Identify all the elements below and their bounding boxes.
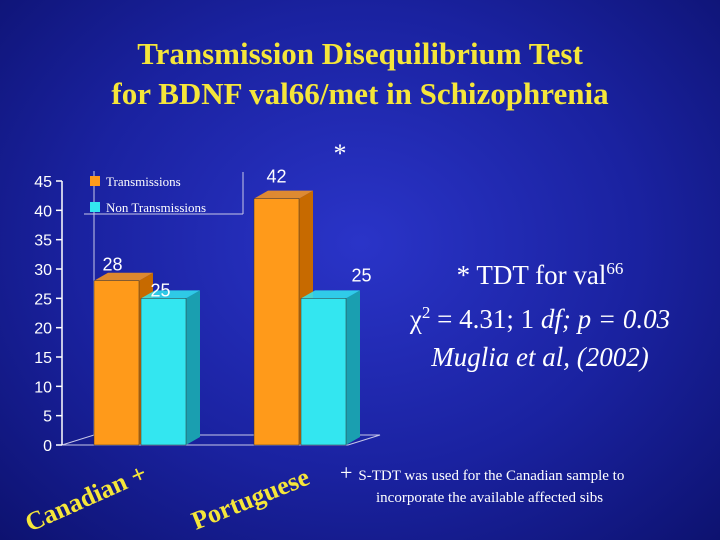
legend-swatch bbox=[90, 176, 100, 186]
legend-swatch bbox=[90, 202, 100, 212]
citation: Muglia et al, (2002) bbox=[431, 342, 649, 372]
y-tick-label: 45 bbox=[34, 174, 52, 191]
bar-non-transmissions bbox=[140, 298, 187, 446]
bar-side bbox=[346, 290, 360, 445]
chi-symbol: χ bbox=[409, 304, 422, 334]
category-label: Portuguese bbox=[187, 462, 313, 535]
stat-sup: 66 bbox=[606, 259, 624, 278]
data-label: 25 bbox=[351, 265, 371, 285]
y-tick-label: 25 bbox=[34, 291, 52, 308]
title-line-1: Transmission Disequilibrium Test bbox=[137, 36, 583, 71]
bar-transmissions bbox=[253, 198, 300, 446]
stat-line-1: * TDT for val66 bbox=[360, 250, 720, 294]
footnote-line-2: incorporate the available affected sibs bbox=[376, 490, 604, 506]
y-tick-label: 35 bbox=[34, 233, 52, 250]
bar-top bbox=[301, 290, 360, 299]
footnote: + S-TDT was used for the Canadian sample … bbox=[340, 462, 720, 509]
y-tick-label: 20 bbox=[34, 321, 52, 338]
y-tick-label: 0 bbox=[43, 438, 52, 455]
slide-title: Transmission Disequilibrium Test for BDN… bbox=[0, 34, 720, 114]
stat-eq: = 4.31; 1 bbox=[430, 304, 541, 334]
bar-non-transmissions bbox=[300, 298, 347, 446]
bar-side bbox=[186, 290, 200, 445]
bar-top bbox=[141, 290, 200, 299]
stat-df: df; p = 0.03 bbox=[540, 304, 671, 334]
stat-label: * TDT for val bbox=[456, 260, 607, 290]
bar-top bbox=[254, 190, 313, 199]
bar-top bbox=[94, 272, 153, 281]
y-tick-label: 30 bbox=[34, 262, 52, 279]
title-line-2: for BDNF val66/met in Schizophrenia bbox=[111, 76, 609, 111]
category-label: Canadian + bbox=[21, 458, 151, 537]
statistics-text: * TDT for val66 χ2 = 4.31; 1 df; p = 0.0… bbox=[360, 250, 720, 376]
chart-floor bbox=[61, 434, 381, 446]
footnote-line-1: S-TDT was used for the Canadian sample t… bbox=[358, 468, 625, 484]
data-label: 42 bbox=[266, 167, 286, 187]
legend-label: Non Transmissions bbox=[106, 200, 206, 215]
footnote-plus: + bbox=[340, 460, 353, 485]
annotation-star: * bbox=[334, 139, 347, 168]
data-label: 28 bbox=[102, 255, 122, 275]
y-tick-label: 15 bbox=[34, 350, 52, 367]
stat-line-2: χ2 = 4.31; 1 df; p = 0.03 bbox=[360, 294, 720, 338]
chi-sup: 2 bbox=[421, 303, 431, 322]
bar-transmissions bbox=[93, 280, 140, 446]
y-tick-label: 10 bbox=[34, 379, 52, 396]
data-label: 25 bbox=[150, 280, 170, 300]
y-tick-label: 40 bbox=[34, 203, 52, 220]
y-tick-label: 5 bbox=[43, 409, 52, 426]
legend-label: Transmissions bbox=[106, 174, 181, 189]
